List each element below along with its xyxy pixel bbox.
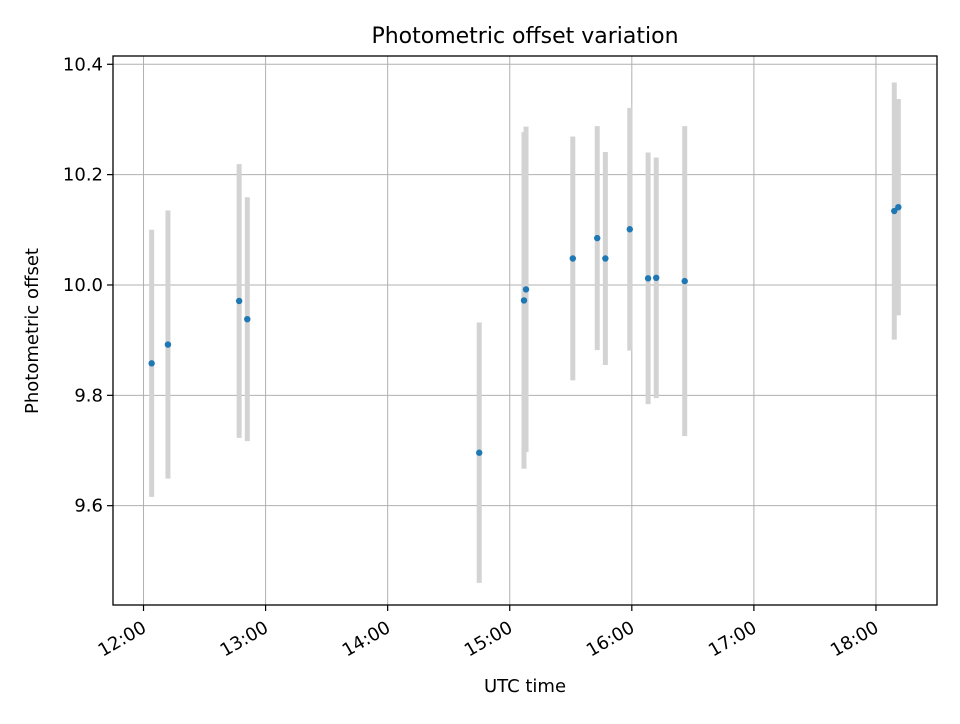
data-point: [653, 274, 660, 282]
x-axis-label: UTC time: [484, 676, 566, 697]
y-axis-label: Photometric offset: [22, 248, 43, 414]
y-tick-label: 9.6: [74, 496, 103, 517]
data-point: [522, 286, 530, 293]
data-point: [594, 234, 601, 242]
data-point: [569, 255, 577, 262]
data-point: [244, 315, 251, 323]
data-point: [895, 203, 902, 211]
data-points: [148, 203, 902, 456]
y-tick-label: 9.8: [74, 385, 103, 406]
data-point: [148, 360, 155, 367]
data-point: [644, 275, 652, 282]
data-point: [681, 277, 688, 285]
data-point: [164, 341, 172, 348]
data-point: [626, 226, 633, 233]
data-point: [476, 449, 483, 456]
data-point: [520, 297, 528, 304]
data-point: [602, 255, 609, 262]
y-axis-ticks: 9.6 9.8 10.0 10.2 10.4: [63, 54, 113, 517]
plot-frame: [112, 55, 938, 606]
chart-title: Photometric offset variation: [371, 24, 678, 49]
y-tick-label: 10.2: [63, 165, 103, 186]
data-point: [235, 297, 243, 305]
y-tick-label: 10.4: [63, 54, 103, 75]
y-tick-label: 10.0: [63, 275, 103, 296]
data-point: [891, 207, 898, 215]
